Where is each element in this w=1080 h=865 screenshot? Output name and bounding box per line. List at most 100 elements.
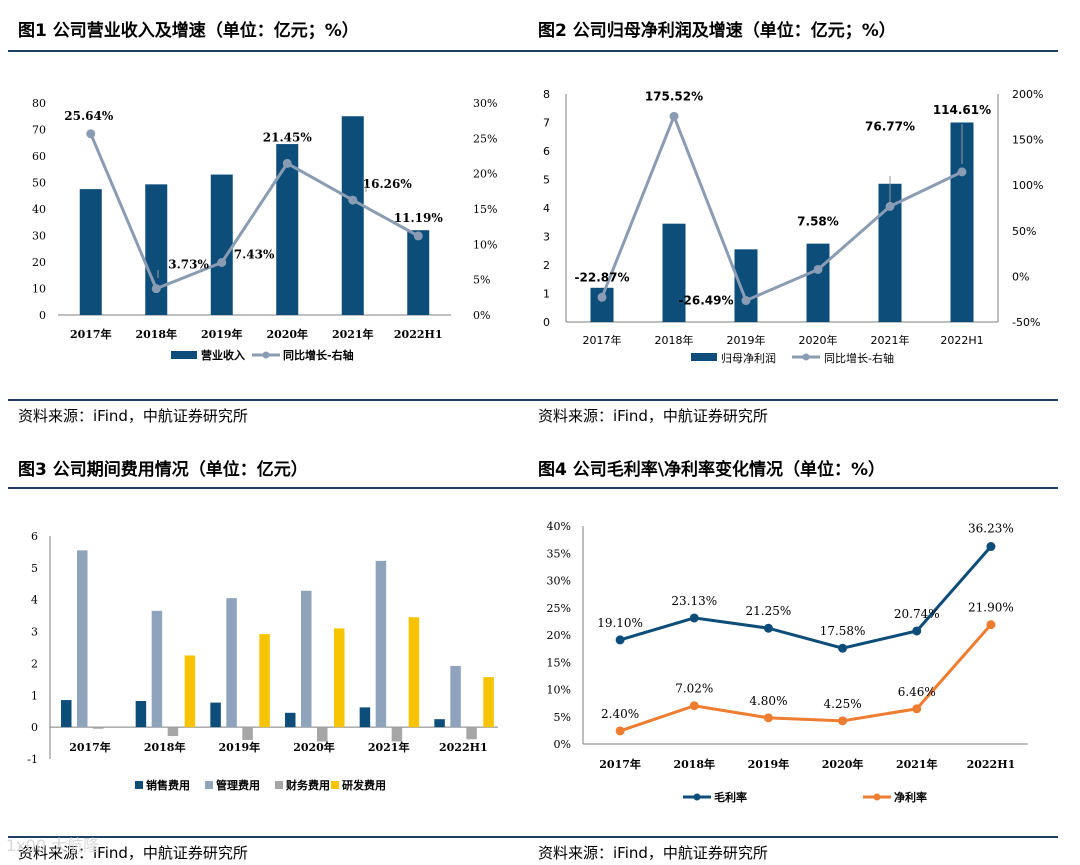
x-tick-label: 2017年 <box>70 327 112 341</box>
y-tick-label: 3 <box>543 231 550 244</box>
y-tick-label: 5% <box>554 711 571 724</box>
data-label: 7.02% <box>675 682 713 696</box>
source-note: 资料来源：iFind，中航证券研究所 <box>18 407 248 425</box>
y-tick-label: 1 <box>31 689 38 702</box>
growth-line <box>89 133 419 291</box>
bar-admin-expense <box>450 665 461 728</box>
title-rule <box>528 50 1058 52</box>
bar-rd-expense <box>408 617 420 728</box>
data-label: 16.26% <box>363 177 413 191</box>
data-label: 11.19% <box>394 211 444 225</box>
panel-expenses: 图3 公司期间费用情况（单位：亿元） -1 0 1 2 3 4 5 6 2017年 2018年 20… <box>8 0 538 865</box>
data-label: 19.10% <box>597 616 643 630</box>
chart-title: 图1 公司营业收入及增速（单位：亿元；%） <box>18 21 359 41</box>
bar-admin-expense <box>301 590 312 728</box>
bar-sales-expense <box>359 707 371 728</box>
x-tick-label: 2018年 <box>144 740 186 754</box>
bar-net-profit <box>878 183 902 322</box>
chart-title: 图4 公司毛利率\净利率变化情况（单位：%） <box>538 460 885 480</box>
y-tick-label: 10 <box>32 283 46 296</box>
data-label: 21.90% <box>968 601 1014 615</box>
gross-margin-point <box>763 623 773 633</box>
expenses-chart: -1 0 1 2 3 4 5 6 2017年 2018年 2019年 2020年 2021年 2022H1… <box>27 530 498 792</box>
source-rule <box>528 399 1058 401</box>
bar-net-profit <box>590 287 614 322</box>
y-tick-label: 4 <box>31 594 38 607</box>
legend-swatch-bar <box>171 351 197 359</box>
bar-rd-expense <box>483 677 494 728</box>
margins-chart: 0% 5% 10% 15% 20% 25% 30% 35% 40% 2017年 2018年 2019年… <box>547 520 1028 804</box>
bar-admin-expense <box>77 550 88 728</box>
growth-point <box>217 257 227 267</box>
data-label: 17.58% <box>820 624 866 638</box>
x-tick-label: 2019年 <box>748 757 790 771</box>
x-tick-label: 2017年 <box>583 333 622 347</box>
legend-label: 净利率 <box>894 790 927 804</box>
panel-revenue: 图1 公司营业收入及增速（单位：亿元；%） 0 10 20 30 40 50 60 70 80 0… <box>8 0 538 430</box>
gross-margin-point <box>838 643 848 653</box>
bar-admin-expense <box>375 560 387 728</box>
source-note: 资料来源：iFind，中航证券研究所 <box>18 844 248 862</box>
legend-swatch <box>205 781 213 789</box>
growth-point <box>348 195 358 205</box>
legend-swatch-marker <box>802 353 810 361</box>
net-margin-point <box>763 713 773 723</box>
y-tick-label: 0% <box>554 738 571 751</box>
x-tick-label: 2019年 <box>201 327 243 341</box>
bar-finance-expense <box>391 727 403 742</box>
x-tick-label: 2021年 <box>332 327 374 341</box>
y2-tick-label: 25% <box>473 132 497 145</box>
x-tick-label: 2020年 <box>799 333 838 347</box>
panel-margins: 图4 公司毛利率\净利率变化情况（单位：%） 0% 5% 10% 15% 20% 25% 3… <box>528 0 1058 865</box>
data-label: -22.87% <box>575 270 630 284</box>
legend-swatch <box>331 781 339 789</box>
growth-point <box>413 231 423 241</box>
growth-point <box>741 296 751 306</box>
legend-swatch <box>275 781 283 789</box>
y-tick-label: 25% <box>547 602 571 615</box>
y2-tick-label: 5% <box>473 274 490 287</box>
y-tick-label: -1 <box>27 753 38 766</box>
panel-net-profit: 图2 公司归母净利润及增速（单位：亿元；%） 0 1 2 3 4 5 6 7 8 -50% 0% 50… <box>528 0 1058 430</box>
x-tick-label: 2020年 <box>266 327 308 341</box>
y-tick-label: 4 <box>543 202 550 215</box>
bar-sales-expense <box>210 702 221 728</box>
x-tick-label: 2017年 <box>599 757 641 771</box>
y-tick-label: 6 <box>31 530 38 543</box>
data-label: 3.73% <box>168 258 209 272</box>
y-tick-label: 5 <box>543 174 550 187</box>
growth-point <box>151 284 161 294</box>
data-label: 7.43% <box>234 247 275 261</box>
bar-revenue <box>210 174 233 315</box>
growth-point <box>86 129 96 139</box>
y-tick-label: 30% <box>547 575 571 588</box>
net-margin-point <box>986 620 996 630</box>
source-note: 资料来源：iFind，中航证券研究所 <box>538 844 768 862</box>
y2-tick-label: 50% <box>1012 225 1036 238</box>
y-tick-label: 2 <box>543 259 550 272</box>
y-tick-label: 0 <box>31 721 38 734</box>
y-tick-label: 50 <box>32 177 46 190</box>
legend-label: 研发费用 <box>342 778 386 792</box>
y-tick-label: 40 <box>32 203 46 216</box>
x-tick-label: 2018年 <box>655 333 694 347</box>
chart-title: 图2 公司归母净利润及增速（单位：亿元；%） <box>538 21 896 41</box>
bar-sales-expense <box>61 700 72 728</box>
legend-label: 营业收入 <box>201 348 245 362</box>
bar-sales-expense <box>135 701 147 728</box>
x-tick-label: 2019年 <box>727 333 766 347</box>
source-rule <box>8 399 538 401</box>
bar-admin-expense <box>226 598 237 728</box>
net-margin-point <box>912 704 922 714</box>
data-label: 4.80% <box>749 694 787 708</box>
legend-swatch <box>135 781 143 789</box>
growth-point <box>813 264 823 274</box>
watermark: 1x00 大航隆 <box>6 836 100 855</box>
bar-revenue <box>341 116 364 315</box>
x-tick-label: 2021年 <box>896 757 938 771</box>
y-tick-label: 3 <box>31 626 38 639</box>
legend-swatch-marker <box>262 351 270 359</box>
y2-tick-label: 0% <box>1012 270 1029 283</box>
bar-rd-expense <box>184 655 196 728</box>
bar-net-profit <box>734 249 758 322</box>
